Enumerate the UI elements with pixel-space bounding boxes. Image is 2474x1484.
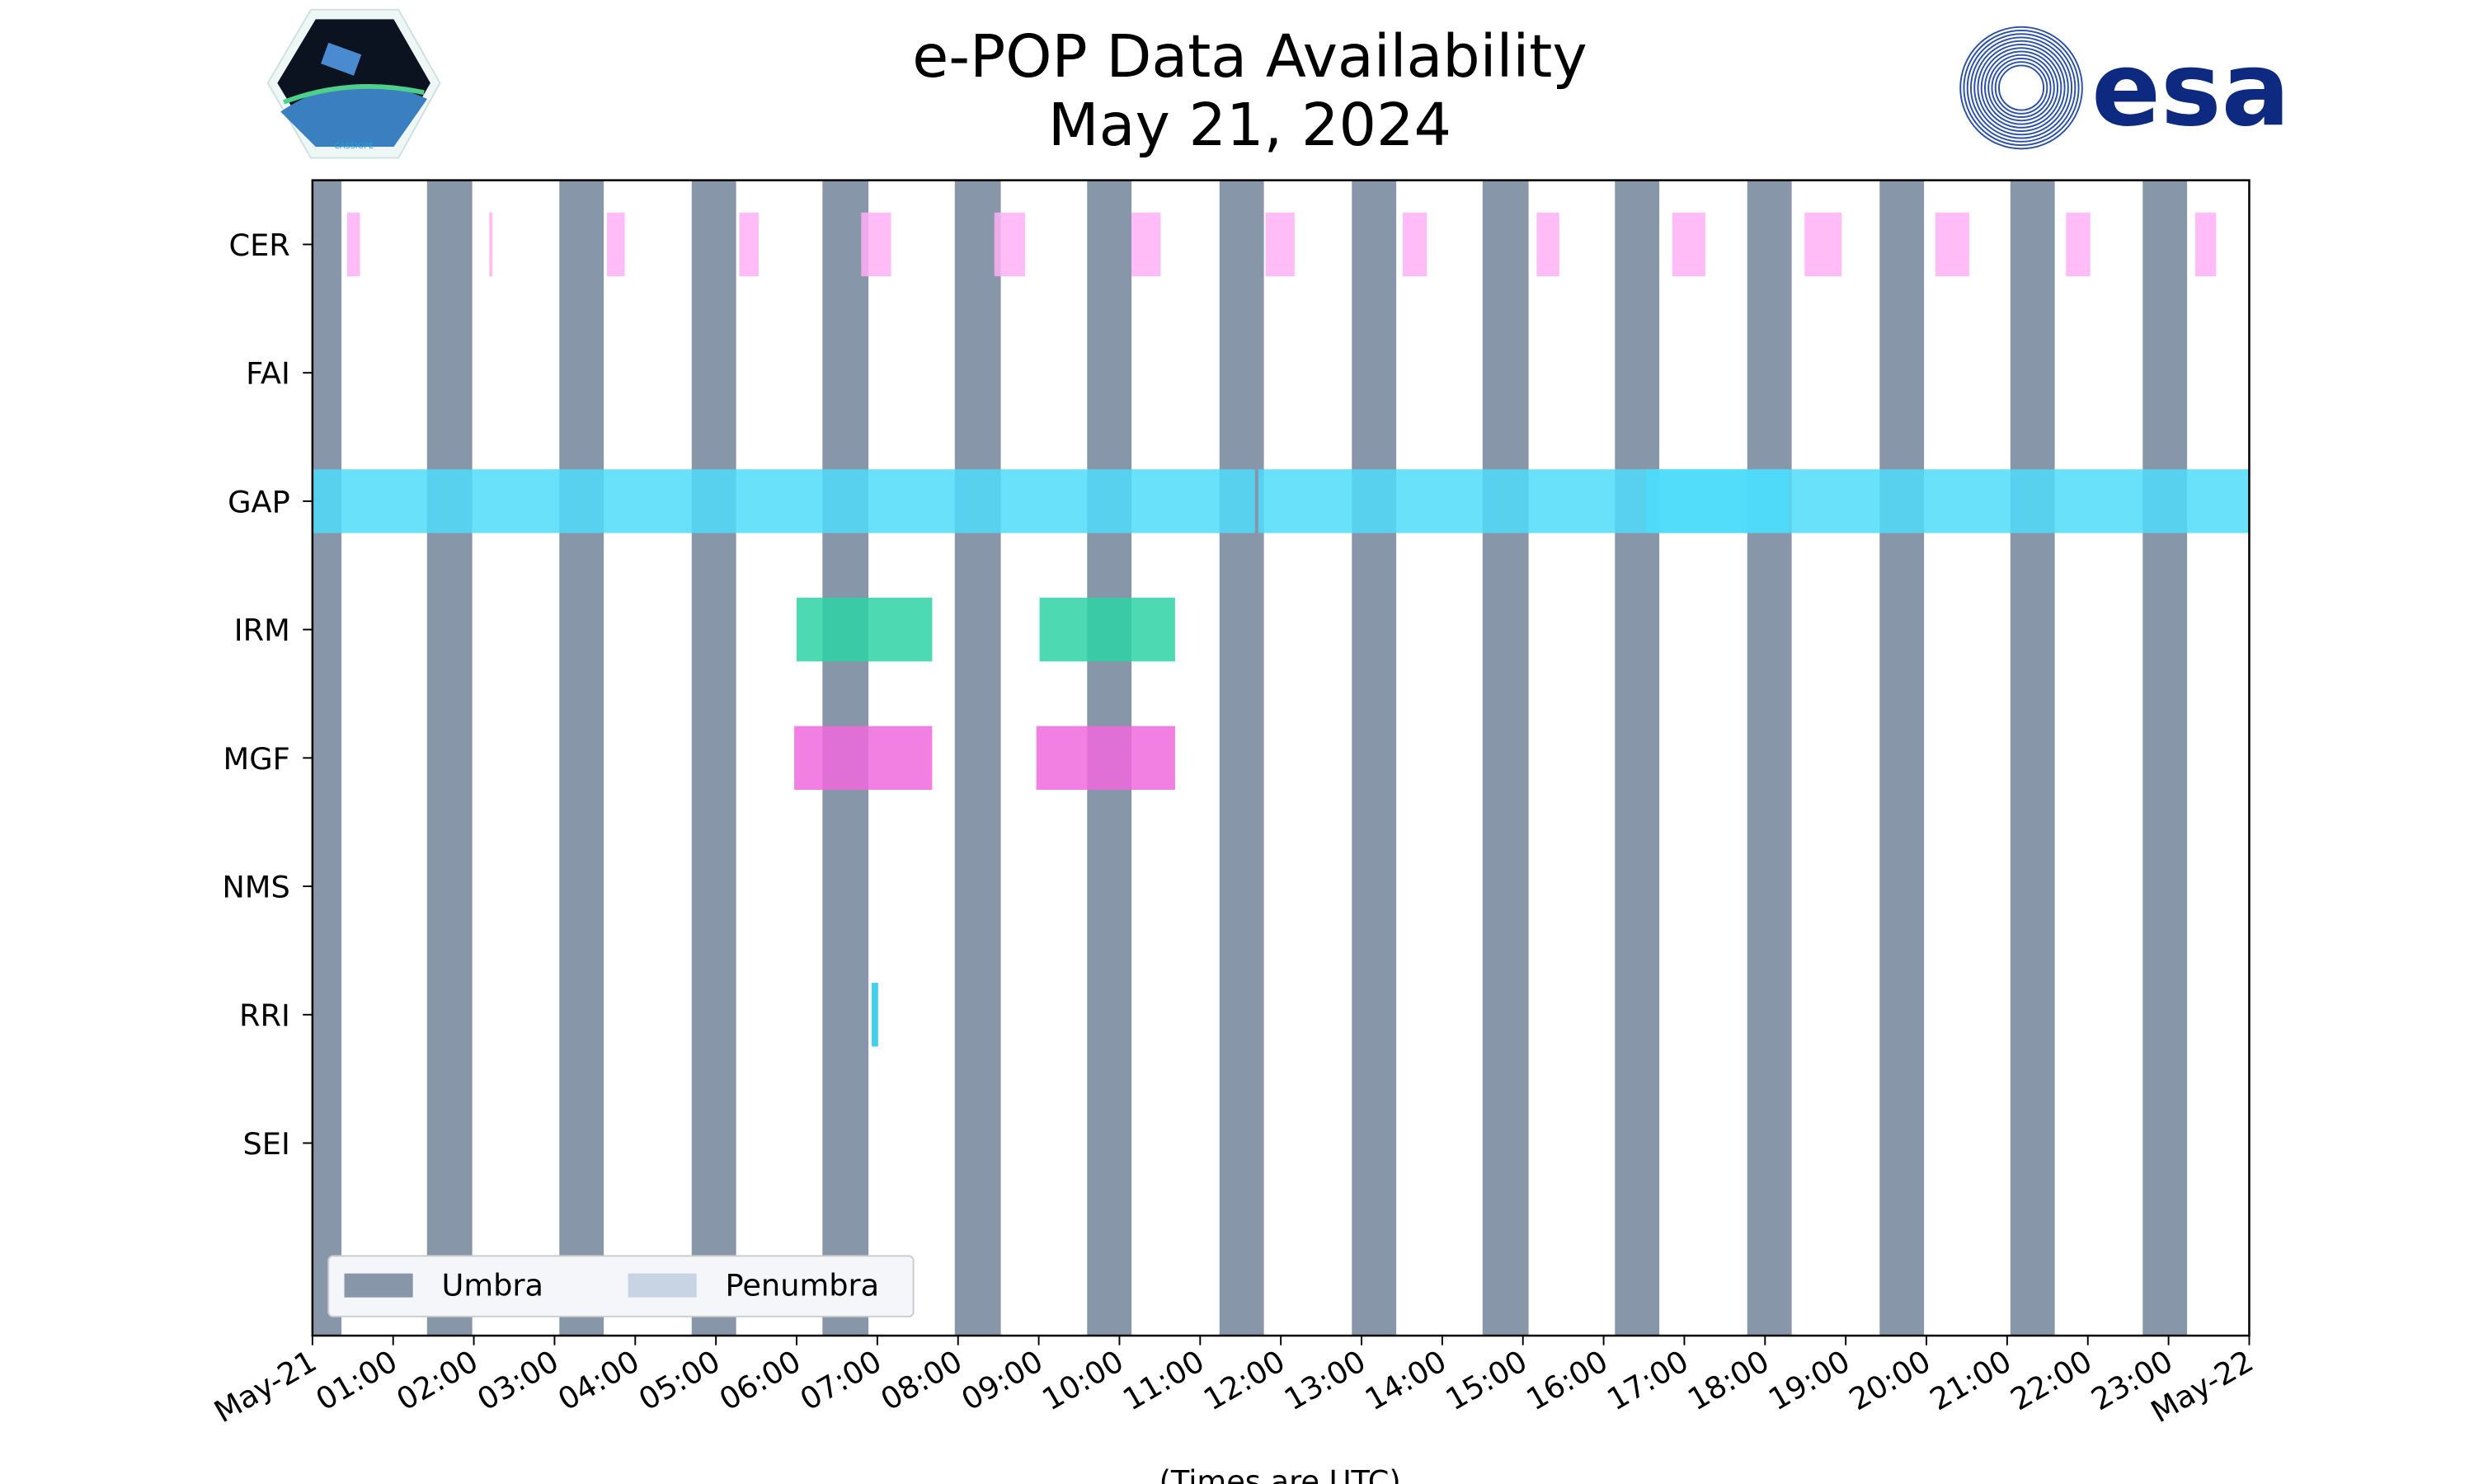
availability-bar-cer	[1265, 212, 1295, 277]
availability-bar-mgf	[794, 726, 933, 790]
umbra-band	[2010, 180, 2055, 1336]
cassiope-logo-text: CASSIOPE	[334, 142, 374, 151]
x-tick-label: 18:00	[1681, 1343, 1775, 1417]
legend-penumbra-label: Penumbra	[726, 1268, 880, 1303]
x-tick-label: 07:00	[794, 1343, 887, 1417]
x-tick-label: 12:00	[1197, 1343, 1291, 1417]
esa-ring	[1998, 64, 2045, 111]
availability-bar-cer	[1131, 212, 1161, 277]
esa-ring	[1994, 61, 2048, 115]
y-tick-label: CER	[228, 228, 289, 263]
availability-bar-cer	[861, 212, 891, 277]
x-tick-label: 08:00	[875, 1343, 968, 1417]
availability-bar-irm	[1039, 597, 1175, 662]
y-tick-label: RRI	[239, 998, 290, 1033]
esa-ring	[1959, 26, 2083, 150]
legend-umbra-label: Umbra	[441, 1268, 543, 1303]
x-tick-label: 19:00	[1762, 1343, 1856, 1417]
y-tick-label: FAI	[246, 356, 290, 392]
availability-bar-cer	[1672, 212, 1705, 277]
x-tick-label: 06:00	[713, 1343, 807, 1417]
availability-bar-cer	[1935, 212, 1969, 277]
esa-ring	[1987, 54, 2055, 122]
x-tick-label: 20:00	[1843, 1343, 1936, 1417]
esa-ring	[1980, 47, 2062, 129]
chart-subtitle: May 21, 2024	[1048, 91, 1451, 159]
availability-bar-rri	[872, 983, 878, 1047]
esa-ring	[1966, 33, 2077, 143]
cassiope-logo: CASSIOPE	[266, 8, 441, 159]
availability-bar-gap	[312, 469, 1255, 533]
x-tick-label: 03:00	[472, 1343, 565, 1417]
availability-bar-cer	[2066, 212, 2091, 277]
availability-bar-cer	[994, 212, 1025, 277]
x-tick-label: 22:00	[2005, 1343, 2098, 1417]
x-tick-label: 05:00	[633, 1343, 726, 1417]
esa-ring	[1977, 43, 2066, 133]
x-tick-label: May-21	[208, 1343, 322, 1430]
umbra-band	[2142, 180, 2188, 1336]
umbra-band	[1219, 180, 1264, 1336]
x-tick-label: 02:00	[391, 1343, 484, 1417]
esa-ring	[1991, 57, 2052, 119]
x-tick-label: 04:00	[552, 1343, 645, 1417]
legend-penumbra-swatch	[628, 1273, 697, 1298]
x-tick-label: 17:00	[1602, 1343, 1695, 1417]
availability-bar-irm	[797, 597, 933, 662]
esa-ring	[1983, 50, 2059, 125]
umbra-band	[1615, 180, 1660, 1336]
x-tick-label: 09:00	[956, 1343, 1049, 1417]
umbra-band	[312, 180, 342, 1336]
availability-bar-gap	[1646, 469, 1789, 533]
legend-box	[327, 1255, 915, 1317]
esa-ring	[1969, 36, 2073, 139]
x-tick-label: 14:00	[1359, 1343, 1452, 1417]
esa-logo-text: esa	[2091, 31, 2290, 149]
chart-title: e-POP Data Availability	[912, 22, 1587, 91]
availability-bar-cer	[1536, 212, 1559, 277]
x-tick-label: 21:00	[1924, 1343, 2017, 1417]
x-tick-label: 11:00	[1117, 1343, 1210, 1417]
x-tick-label: 13:00	[1278, 1343, 1371, 1417]
x-tick-label: 10:00	[1037, 1343, 1130, 1417]
availability-bar-cer	[489, 212, 493, 277]
availability-bar-cer	[1804, 212, 1842, 277]
esa-ring	[1963, 29, 2080, 147]
availability-bar-cer	[607, 212, 625, 277]
availability-bar-cer	[739, 212, 760, 277]
x-tick-label: 01:00	[310, 1343, 403, 1417]
legend: Umbra Penumbra	[327, 1255, 915, 1317]
umbra-band	[1482, 180, 1529, 1336]
y-tick-label: MGF	[223, 741, 290, 777]
umbra-band	[1879, 180, 1925, 1336]
umbra-band	[559, 180, 604, 1336]
umbra-band	[426, 180, 473, 1336]
esa-logo: esa	[1959, 26, 2290, 150]
umbra-band	[691, 180, 736, 1336]
y-tick-label: IRM	[234, 613, 290, 648]
x-tick-label: 16:00	[1521, 1343, 1614, 1417]
umbra-band	[1352, 180, 1397, 1336]
x-tick-label: 15:00	[1440, 1343, 1533, 1417]
umbra-band	[954, 180, 1001, 1336]
availability-bar-cer	[1402, 212, 1427, 277]
x-axis-label: (Times are UTC)	[1159, 1463, 1401, 1484]
y-tick-label: SEI	[242, 1126, 289, 1162]
y-tick-label: NMS	[222, 870, 289, 905]
availability-bar-cer	[2194, 212, 2217, 277]
esa-ring	[1973, 40, 2069, 136]
umbra-band	[1747, 180, 1792, 1336]
y-tick-label: GAP	[228, 484, 290, 519]
legend-umbra-swatch	[344, 1273, 413, 1298]
availability-bar-cer	[346, 212, 360, 277]
availability-bar-mgf	[1036, 726, 1175, 790]
